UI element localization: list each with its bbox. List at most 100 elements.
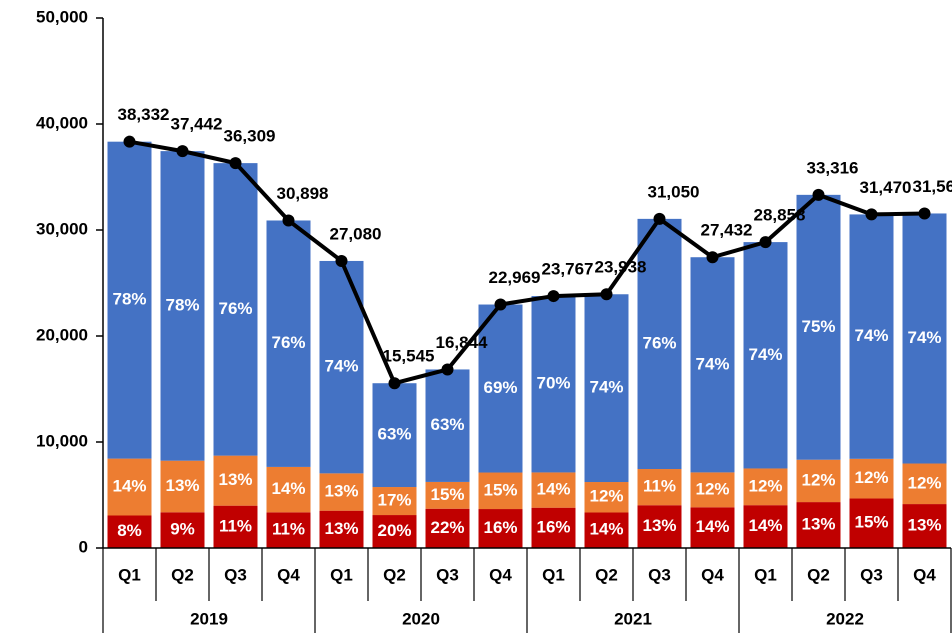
y-tick-label: 0 [79, 537, 88, 556]
segment-label: 14% [271, 479, 305, 498]
segment-label: 74% [854, 326, 888, 345]
bar-segment [743, 505, 788, 548]
segment-label: 74% [907, 328, 941, 347]
x-tick-label: Q4 [913, 565, 936, 584]
segment-label: 15% [483, 480, 517, 499]
year-label: 2019 [190, 609, 228, 628]
bar-segment [372, 383, 417, 488]
total-marker [865, 208, 878, 221]
year-label: 2021 [614, 609, 652, 628]
segment-label: 74% [748, 345, 782, 364]
segment-label: 22% [430, 518, 464, 537]
bar-segment [796, 194, 841, 460]
segment-label: 16% [483, 518, 517, 537]
bar-segment [319, 510, 364, 548]
total-marker [918, 207, 931, 220]
x-tick-label: Q2 [807, 565, 830, 584]
y-tick-label: 30,000 [36, 219, 88, 238]
segment-label: 74% [324, 357, 358, 376]
total-marker [759, 236, 772, 249]
total-marker [441, 363, 454, 376]
bar-segment [902, 213, 947, 464]
segment-label: 12% [589, 487, 623, 506]
segment-label: 13% [324, 519, 358, 538]
segment-label: 13% [218, 470, 252, 489]
total-label: 15,545 [383, 347, 435, 366]
bar-segment [107, 515, 152, 548]
bar-segment [160, 460, 205, 513]
bar-segment [319, 473, 364, 511]
x-tick-label: Q4 [701, 565, 724, 584]
bar-segment [425, 508, 470, 548]
segment-label: 76% [271, 333, 305, 352]
year-label: 2020 [402, 609, 440, 628]
segment-label: 13% [165, 476, 199, 495]
bar-segment [849, 498, 894, 548]
segment-label: 13% [324, 482, 358, 501]
segment-label: 74% [695, 354, 729, 373]
bar-segment [372, 487, 417, 516]
segment-label: 16% [536, 517, 570, 536]
total-marker [600, 288, 613, 301]
bar-segment [160, 512, 205, 548]
segment-label: 78% [165, 295, 199, 314]
total-label: 31,050 [648, 182, 700, 201]
segment-label: 14% [112, 477, 146, 496]
bar-segment [743, 468, 788, 506]
bar-segment [637, 218, 682, 470]
x-tick-label: Q1 [542, 565, 565, 584]
segment-label: 12% [748, 476, 782, 495]
segment-label: 11% [643, 477, 676, 496]
x-tick-label: Q3 [224, 565, 247, 584]
total-label: 23,938 [595, 258, 647, 277]
total-marker [282, 214, 295, 227]
x-tick-label: Q3 [860, 565, 883, 584]
total-label: 37,442 [171, 115, 223, 134]
bar-segment [531, 507, 576, 548]
bar-segment [849, 214, 894, 459]
y-tick-label: 50,000 [36, 7, 88, 26]
bar-segment [902, 463, 947, 505]
bar-segment [107, 141, 152, 459]
segment-label: 75% [801, 317, 835, 336]
segment-label: 11% [272, 520, 305, 539]
bar-segment [796, 459, 841, 503]
x-tick-label: Q4 [489, 565, 512, 584]
bar-segment [690, 472, 735, 508]
total-label: 27,080 [330, 224, 382, 243]
segment-label: 15% [430, 485, 464, 504]
bar-segment [478, 304, 523, 473]
segment-label: 14% [589, 520, 623, 539]
total-marker [547, 290, 560, 303]
total-label: 38,332 [118, 105, 170, 124]
total-marker [494, 298, 507, 311]
bar-segment [584, 512, 629, 548]
total-line [129, 139, 925, 386]
bar-segment [531, 472, 576, 508]
segment-label: 13% [801, 515, 835, 534]
segment-label: 74% [589, 378, 623, 397]
segment-label: 20% [377, 521, 411, 540]
year-label: 2022 [826, 609, 864, 628]
total-label: 31,560 [913, 177, 952, 196]
total-marker [335, 254, 348, 267]
segment-label: 9% [170, 520, 195, 539]
x-tick-label: Q1 [330, 565, 353, 584]
segment-label: 11% [219, 516, 252, 535]
total-label: 16,844 [436, 333, 489, 352]
total-label: 31,470 [860, 178, 912, 197]
segment-label: 14% [748, 516, 782, 535]
bar-segment [213, 505, 258, 548]
total-label: 30,898 [277, 184, 329, 203]
bar-segment [637, 469, 682, 506]
segment-label: 12% [854, 468, 888, 487]
x-tick-label: Q3 [648, 565, 671, 584]
bar-segment [902, 504, 947, 548]
bar-segment [266, 512, 311, 548]
segment-label: 17% [377, 491, 411, 510]
bar-segment [425, 369, 470, 482]
bar-segment [372, 515, 417, 548]
segment-label: 12% [695, 479, 729, 498]
segment-label: 14% [695, 517, 729, 536]
bar-segment [637, 505, 682, 548]
